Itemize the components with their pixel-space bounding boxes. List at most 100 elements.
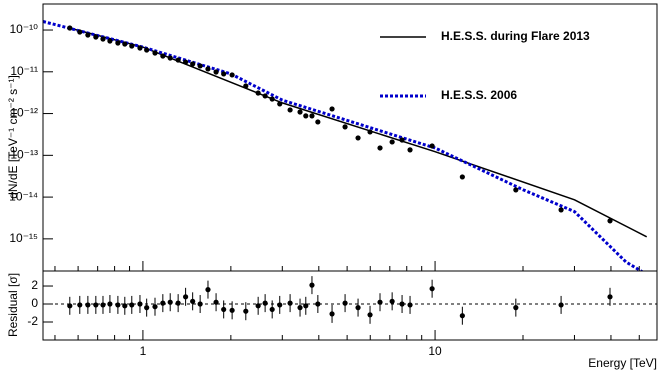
data-point: [399, 137, 405, 143]
data-point: [160, 300, 166, 306]
y-tick-label: 10⁻¹²: [10, 106, 38, 120]
data-point: [342, 124, 348, 130]
data-point: [115, 302, 121, 308]
data-point: [175, 57, 181, 63]
data-point: [269, 306, 275, 313]
x-axis-title: Energy [TeV]: [588, 356, 657, 370]
data-point: [100, 36, 106, 42]
data-point: [137, 45, 143, 51]
y-tick-label: 10⁻¹³: [10, 147, 38, 161]
data-point: [269, 96, 275, 102]
data-point: [389, 139, 395, 145]
frame: [42, 270, 658, 341]
plot-area: [67, 276, 613, 325]
data-point: [67, 25, 73, 31]
data-point: [407, 147, 413, 153]
data-point: [243, 308, 249, 314]
fit-line: [43, 20, 644, 271]
data-point: [213, 69, 219, 75]
x-tick-label: 10: [428, 344, 442, 358]
data-point: [190, 61, 196, 67]
y-tick-label: 10⁻¹¹: [10, 64, 38, 78]
data-point: [115, 40, 121, 46]
data-point: [297, 305, 303, 311]
data-point: [152, 50, 158, 56]
y-tick-label: 2: [31, 278, 38, 292]
data-point: [377, 145, 383, 151]
legend-label: H.E.S.S. during Flare 2013: [441, 29, 590, 43]
data-point: [309, 282, 315, 288]
data-point: [93, 302, 99, 308]
data-point: [160, 53, 166, 59]
x-tick-label: 1: [140, 344, 147, 358]
data-point: [389, 298, 395, 304]
data-point: [144, 305, 150, 311]
data-point: [85, 302, 91, 308]
data-point: [255, 90, 261, 96]
data-point: [367, 312, 373, 318]
data-point: [129, 43, 135, 49]
data-point: [459, 313, 465, 319]
data-point: [399, 301, 405, 307]
data-point: [429, 286, 435, 292]
data-point: [262, 300, 268, 306]
data-point: [205, 287, 211, 293]
data-point: [407, 302, 413, 308]
data-point: [107, 38, 113, 44]
plot-area: [43, 20, 648, 271]
data-point: [183, 59, 189, 65]
data-point: [355, 135, 361, 141]
data-point: [190, 298, 196, 304]
data-point: [342, 300, 348, 306]
y-axis-title: dN/dE [TeV⁻¹ cm⁻² s⁻¹]: [6, 75, 20, 199]
data-point: [129, 302, 135, 308]
data-point: [221, 71, 227, 77]
data-point: [429, 143, 435, 149]
y-tick-label: 0: [31, 296, 38, 310]
data-point: [513, 187, 519, 193]
y-tick-label: 10⁻¹⁴: [9, 189, 38, 203]
data-point: [277, 101, 283, 107]
y-tick-label: -2: [27, 314, 38, 328]
data-point: [355, 305, 361, 311]
data-point: [277, 302, 283, 308]
data-point: [77, 29, 83, 35]
y-tick-label: 10⁻¹⁰: [10, 22, 39, 36]
y-axis-title: Residual [σ]: [6, 273, 20, 337]
data-point: [221, 306, 227, 313]
data-point: [287, 300, 293, 306]
data-point: [152, 304, 158, 310]
y-tick-label: 10⁻¹⁵: [9, 231, 38, 245]
data-point: [229, 72, 235, 78]
data-point: [558, 302, 564, 308]
data-point: [513, 305, 519, 311]
data-point: [229, 307, 235, 313]
data-point: [77, 302, 83, 308]
data-point: [558, 207, 564, 213]
data-point: [607, 294, 613, 300]
data-point: [329, 106, 335, 112]
data-point: [303, 113, 309, 119]
data-point: [607, 218, 613, 224]
data-point: [122, 41, 128, 47]
data-point: [197, 63, 203, 69]
data-point: [205, 66, 211, 72]
data-point: [262, 93, 268, 99]
data-point: [459, 174, 465, 180]
legend-label: H.E.S.S. 2006: [441, 88, 517, 102]
data-point: [167, 55, 173, 61]
data-point: [315, 301, 321, 307]
data-point: [144, 47, 150, 53]
data-point: [183, 294, 189, 300]
data-point: [315, 119, 321, 125]
data-point: [93, 34, 99, 40]
data-point: [243, 83, 249, 89]
data-point: [297, 109, 303, 115]
data-point: [100, 302, 106, 308]
data-point: [175, 300, 181, 306]
data-point: [329, 311, 335, 317]
data-point: [85, 32, 91, 38]
frame: [42, 3, 658, 272]
data-point: [367, 129, 373, 135]
